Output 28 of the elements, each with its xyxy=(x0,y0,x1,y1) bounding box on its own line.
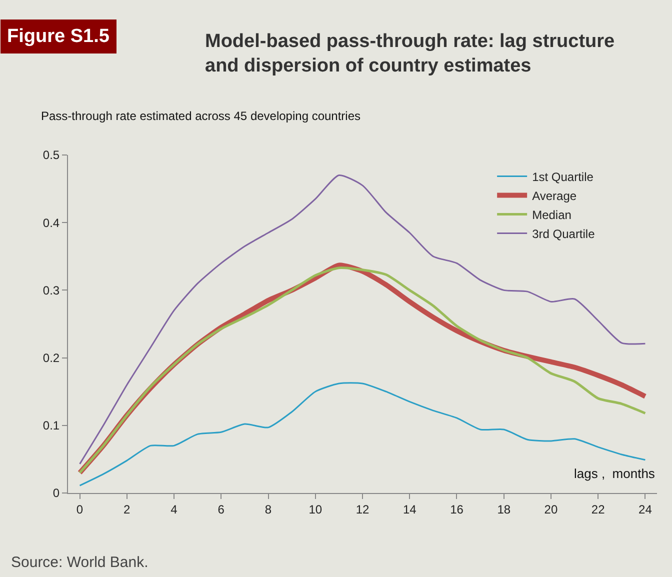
x-tick-label: 6 xyxy=(218,502,225,516)
y-tick-label: 0.5 xyxy=(42,148,60,162)
x-tick-label: 20 xyxy=(544,502,558,516)
x-tick-label: 22 xyxy=(591,502,606,516)
y-tick-label: 0.2 xyxy=(42,351,60,365)
x-tick-label: 8 xyxy=(264,502,272,516)
legend-label: 3rd Quartile xyxy=(532,226,596,241)
x-tick-label: 10 xyxy=(308,502,322,516)
y-tick-label: 0.1 xyxy=(42,418,60,433)
x-tick-label: 4 xyxy=(170,502,178,516)
x-tick-label: 14 xyxy=(402,502,417,516)
x-tick-label: 12 xyxy=(356,502,370,516)
source-note: Source: World Bank. xyxy=(11,554,148,571)
chart-subtitle: Pass-through rate estimated across 45 developing countries xyxy=(41,109,361,123)
y-tick-label: 0 xyxy=(52,486,60,500)
x-tick-label: 24 xyxy=(638,502,652,516)
legend-label: 1st Quartile xyxy=(532,170,594,184)
caption: Figure S1.5 xyxy=(7,26,110,47)
y-tick-label: 0.4 xyxy=(42,216,60,230)
x-tick-label: 0 xyxy=(76,502,84,516)
x-axis-title: lags , months xyxy=(574,466,656,481)
chart-title: Model-based pass-through rate: lag structure and dispersion of country estimates xyxy=(205,31,615,77)
legend-label: Median xyxy=(532,208,572,222)
y-tick-label: 0.3 xyxy=(42,283,60,298)
x-tick-label: 16 xyxy=(450,502,464,516)
x-tick-label: 18 xyxy=(497,502,511,516)
legend-label: Average xyxy=(532,188,577,203)
x-tick-label: 2 xyxy=(124,502,131,516)
